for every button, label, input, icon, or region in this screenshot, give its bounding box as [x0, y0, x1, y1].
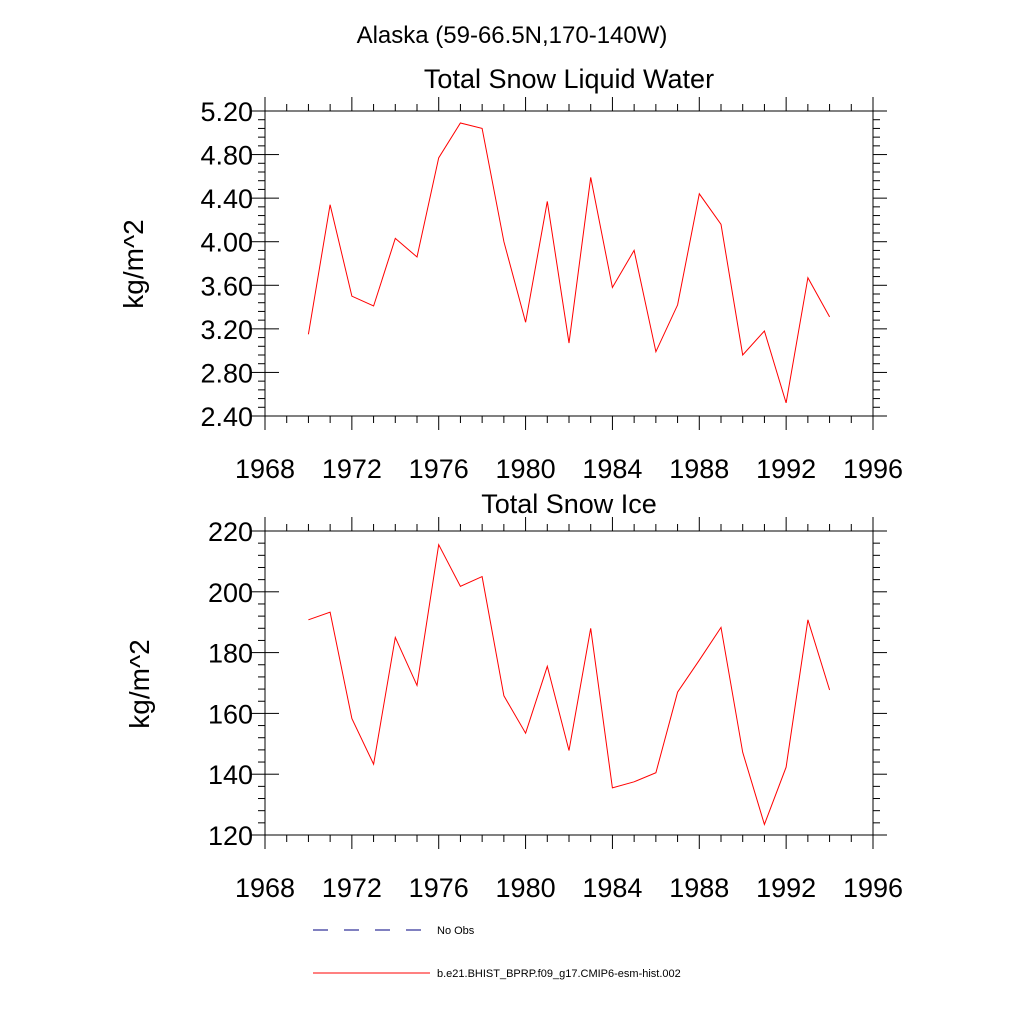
y-tick-label: 4.00 — [200, 228, 253, 258]
series-line-snow-ice — [308, 543, 831, 826]
x-tick-label: 1988 — [669, 873, 729, 903]
chart-title-snow-liquid-water: Total Snow Liquid Water — [424, 64, 714, 94]
x-tick-label: 1972 — [322, 454, 382, 484]
x-tick-label: 1992 — [756, 454, 816, 484]
legend: No Obs b.e21.BHIST_BPRP.f09_g17.CMIP6-es… — [313, 925, 681, 980]
y-tick-label: 2.80 — [200, 358, 253, 388]
y-tick-label: 220 — [208, 517, 253, 547]
plot-frame-snow-ice — [264, 530, 874, 836]
y-tick-label: 180 — [208, 639, 253, 669]
y-tick-label: 200 — [208, 578, 253, 608]
figure-suptitle: Alaska (59-66.5N,170-140W) — [357, 22, 668, 49]
legend-label-no-obs: No Obs — [437, 925, 475, 937]
x-tick-label: 1996 — [843, 454, 903, 484]
y-tick-label: 140 — [208, 760, 253, 790]
x-tick-label: 1988 — [669, 454, 729, 484]
panel-snow-ice: Total Snow Ice kg/m^2 1968 1972 1976 1980 19… — [124, 489, 903, 903]
x-tick-label: 1980 — [496, 873, 556, 903]
x-tick-label: 1996 — [843, 873, 903, 903]
x-tick-label: 1992 — [756, 873, 816, 903]
x-tick-label: 1968 — [235, 454, 295, 484]
x-tick-label: 1984 — [582, 873, 642, 903]
legend-label-model-run: b.e21.BHIST_BPRP.f09_g17.CMIP6-esm-hist.… — [437, 968, 681, 980]
y-tick-label: 5.20 — [200, 97, 253, 127]
x-tick-label: 1968 — [235, 873, 295, 903]
x-tick-label: 1972 — [322, 873, 382, 903]
y-tick-label: 160 — [208, 699, 253, 729]
x-tick-label: 1984 — [582, 454, 642, 484]
x-tick-label: 1980 — [496, 454, 556, 484]
x-tick-label: 1976 — [409, 454, 469, 484]
y-tick-label: 4.40 — [200, 184, 253, 214]
x-tick-label: 1976 — [409, 873, 469, 903]
chart-title-snow-ice: Total Snow Ice — [481, 489, 657, 519]
plot-frame-snow-liquid-water — [264, 110, 874, 417]
y-axis-label-snow-ice: kg/m^2 — [124, 639, 155, 728]
y-tick-label: 3.20 — [200, 315, 253, 345]
panel-snow-liquid-water: Total Snow Liquid Water kg/m^2 1968 1972 1… — [118, 64, 903, 484]
y-tick-label: 120 — [208, 821, 253, 851]
series-line-snow-liquid-water — [307, 122, 831, 404]
y-tick-label: 4.80 — [200, 141, 253, 171]
y-tick-label: 2.40 — [200, 402, 253, 432]
y-tick-label: 3.60 — [200, 271, 253, 301]
y-axis-label-snow-liquid-water: kg/m^2 — [118, 219, 149, 308]
